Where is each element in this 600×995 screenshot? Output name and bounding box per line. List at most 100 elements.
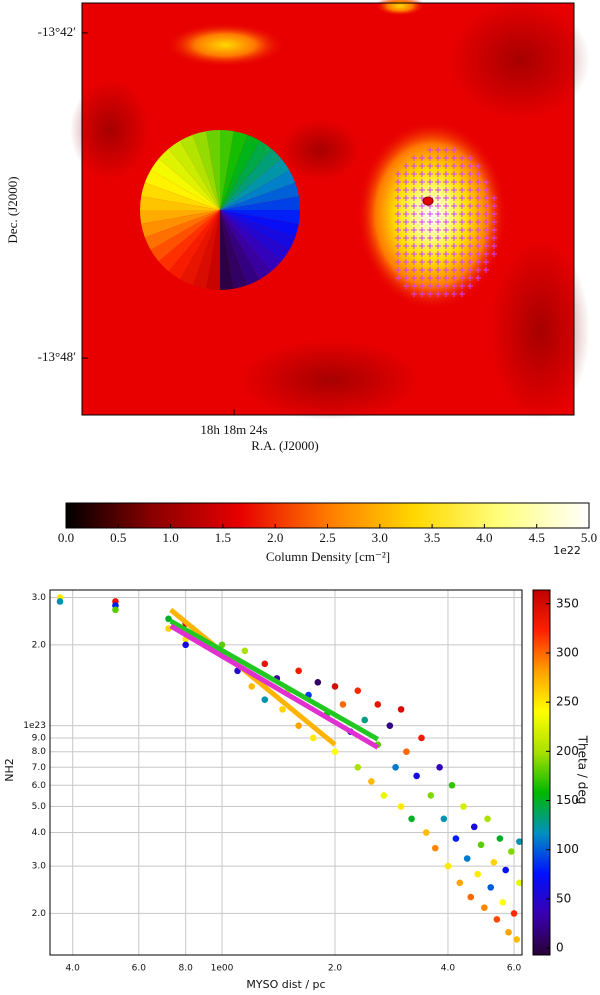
mask-cross (467, 155, 473, 161)
mask-cross (451, 243, 457, 249)
colorbar-tick-label: 1.0 (162, 530, 178, 545)
mask-cross (451, 171, 457, 177)
mask-cross (467, 187, 473, 193)
mask-cross (491, 203, 497, 209)
theta-tick-label: 100 (556, 842, 579, 856)
mask-cross (467, 163, 473, 169)
mask-cross (395, 275, 401, 281)
mask-cross (403, 195, 409, 201)
mask-cross (427, 171, 433, 177)
mask-cross (483, 259, 489, 265)
mask-cross (443, 283, 449, 289)
y-tick-label: 9.0 (32, 733, 47, 743)
mask-cross (443, 251, 449, 257)
mask-cross (483, 187, 489, 193)
data-point (413, 772, 420, 780)
mask-cross (467, 267, 473, 273)
data-point (470, 823, 478, 831)
map-dark-region (450, 0, 590, 120)
x-tick-label: 1e00 (211, 964, 234, 974)
mask-cross (491, 219, 497, 225)
mask-cross (435, 179, 441, 185)
mask-cross (475, 187, 481, 193)
colorbar-tick-label: 3.0 (372, 530, 388, 545)
mask-cross (411, 155, 417, 161)
mask-cross (443, 195, 449, 201)
fit-line (169, 623, 380, 750)
mask-cross (459, 203, 465, 209)
mask-cross (435, 267, 441, 273)
angle-wedge (141, 210, 220, 238)
scatter-xlabel: MYSO dist / pc (246, 978, 325, 991)
mask-cross (411, 275, 417, 281)
mask-cross (483, 251, 489, 257)
mask-cross (435, 211, 441, 217)
mask-cross (411, 291, 417, 297)
mask-cross (395, 243, 401, 249)
fit-line (169, 618, 379, 742)
mask-cross (459, 291, 465, 297)
y-tick-label: 3.0 (32, 862, 47, 872)
mask-cross (459, 195, 465, 201)
mask-cross (403, 163, 409, 169)
data-point (477, 841, 485, 849)
angle-wedge (150, 210, 220, 262)
mask-cross (419, 211, 425, 217)
map-bright-region (357, 120, 507, 310)
mask-cross (411, 251, 417, 257)
angle-wedge (220, 196, 300, 210)
mask-cross (491, 243, 497, 249)
y-tick-label: 6.0 (32, 781, 47, 791)
mask-cross (451, 219, 457, 225)
mask-cross (467, 179, 473, 185)
mask-cross (467, 275, 473, 281)
data-point (510, 910, 518, 917)
mask-cross (483, 243, 489, 249)
mask-cross (395, 259, 401, 265)
data-point (444, 862, 452, 870)
colorbar-tick-label: 4.5 (529, 530, 545, 545)
data-point (165, 615, 172, 623)
mask-cross (483, 179, 489, 185)
mask-cross (451, 203, 457, 209)
angle-wedge (220, 134, 260, 210)
mask-cross (451, 283, 457, 289)
data-point (436, 763, 443, 771)
data-point (309, 734, 317, 742)
mask-cross (411, 243, 417, 249)
theta-label: Theta / deg (576, 735, 590, 805)
data-point (508, 848, 515, 855)
mask-cross (419, 283, 425, 289)
mask-cross (459, 283, 465, 289)
angle-wedge (180, 134, 220, 210)
mask-cross (435, 147, 441, 153)
mask-cross (411, 235, 417, 241)
angle-wedge (168, 140, 220, 210)
x-tick-label: 4.0 (441, 964, 456, 974)
angle-wedge (140, 196, 220, 210)
x-tick-label: 8.0 (179, 964, 194, 974)
mask-cross (475, 211, 481, 217)
theta-tick-label: 350 (556, 596, 579, 610)
mask-cross (443, 291, 449, 297)
mask-cross (435, 195, 441, 201)
angle-wedge (220, 210, 272, 280)
angle-wedge (140, 210, 220, 224)
mask-cross (443, 187, 449, 193)
x-tick-label: 18h 18m 24s (200, 422, 267, 437)
data-point (218, 641, 226, 649)
mask-cross (427, 163, 433, 169)
data-point (516, 838, 523, 845)
data-point (460, 803, 467, 810)
mask-cross (491, 211, 497, 217)
mask-cross (403, 283, 409, 289)
map-ylabel: Dec. (J2000) (5, 176, 20, 243)
mask-cross (419, 179, 425, 185)
mask-cross (459, 211, 465, 217)
mask-cross (451, 259, 457, 265)
mask-cross (443, 227, 449, 233)
colorbar-tick-label: 0.0 (58, 530, 74, 545)
y-tick-label: 2.0 (32, 640, 47, 650)
theta-tick-label: 200 (556, 744, 579, 758)
